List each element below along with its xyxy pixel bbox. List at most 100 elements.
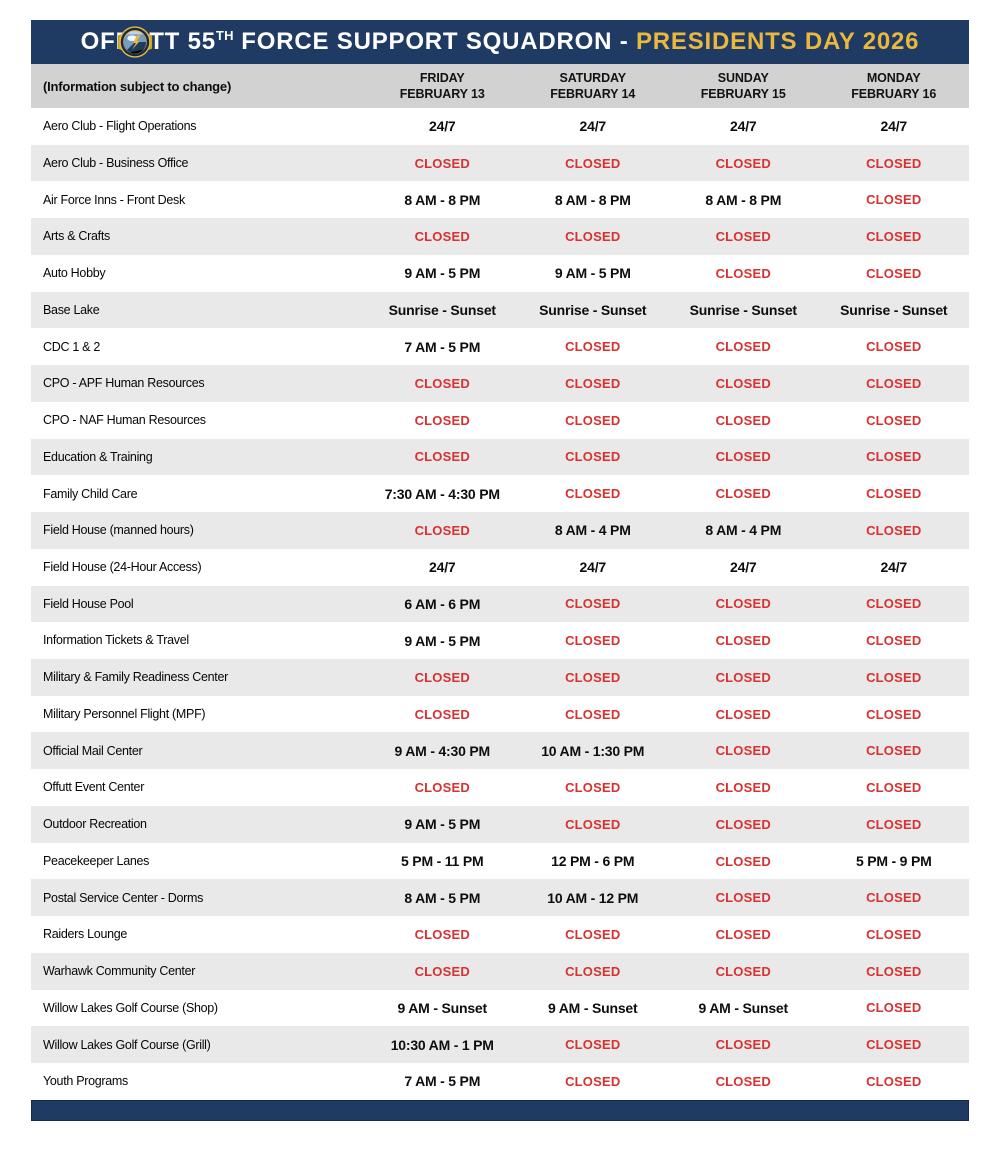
hours-cell: 9 AM - 5 PM	[554, 265, 631, 282]
table-row: Auto Hobby 9 AM - 5 PM 9 AM - 5 PM CLOSED CL…	[31, 254, 969, 292]
hours-cell-closed: CLOSED	[866, 192, 922, 208]
change-notice: (Information subject to change)	[43, 78, 232, 94]
facility-name: Offutt Event Center	[43, 780, 145, 795]
hours-cell-closed: CLOSED	[715, 412, 771, 428]
hours-cell: 8 AM - 4 PM	[554, 522, 631, 539]
hours-cell: 5 PM - 9 PM	[855, 853, 932, 870]
table-row: Postal Service Center - Dorms 8 AM - 5 PM…	[31, 879, 969, 917]
facility-name: Arts & Crafts	[43, 229, 110, 244]
hours-cell: 10 AM - 1:30 PM	[541, 742, 645, 759]
facility-name: Aero Club - Flight Operations	[43, 119, 197, 134]
hours-cell: Sunrise - Sunset	[689, 302, 797, 319]
hours-cell-closed: CLOSED	[866, 339, 922, 355]
hours-cell: 24/7	[579, 559, 607, 576]
hours-cell-closed: CLOSED	[565, 706, 621, 722]
hours-cell-closed: CLOSED	[866, 1037, 922, 1053]
table-row: Information Tickets & Travel 9 AM - 5 PM C…	[31, 622, 969, 660]
facility-name: CDC 1 & 2	[43, 339, 101, 354]
hours-cell-closed: CLOSED	[565, 412, 621, 428]
facility-name: Willow Lakes Golf Course (Grill)	[43, 1037, 211, 1052]
table-row: Base Lake Sunrise - Sunset Sunrise - Sunse…	[31, 291, 969, 329]
hours-cell-closed: CLOSED	[715, 229, 771, 245]
hours-cell-closed: CLOSED	[715, 449, 771, 465]
hours-cell: 9 AM - 5 PM	[404, 265, 481, 282]
hours-cell-closed: CLOSED	[866, 155, 922, 171]
title-superscript: TH	[215, 28, 234, 43]
table-row: Warhawk Community Center CLOSED CLOSED CLOS…	[31, 952, 969, 990]
hours-cell: 10 AM - 12 PM	[547, 889, 639, 906]
hours-cell-closed: CLOSED	[866, 596, 922, 612]
table-row: Willow Lakes Golf Course (Shop) 9 AM - Su…	[31, 989, 969, 1027]
hours-cell-closed: CLOSED	[715, 155, 771, 171]
hours-cell-closed: CLOSED	[715, 927, 771, 943]
table-row: Willow Lakes Golf Course (Grill) 10:30 AM…	[31, 1026, 969, 1064]
hours-cell-closed: CLOSED	[715, 633, 771, 649]
hours-cell-closed: CLOSED	[715, 890, 771, 906]
hours-cell: 7 AM - 5 PM	[404, 338, 481, 355]
hours-cell: 9 AM - 4:30 PM	[394, 742, 491, 759]
hours-cell-closed: CLOSED	[866, 522, 922, 538]
table-row: Official Mail Center 9 AM - 4:30 PM 10 AM …	[31, 732, 969, 770]
table-row: CPO - APF Human Resources CLOSED CLOSED CLO…	[31, 365, 969, 402]
table-row: Family Child Care 7:30 AM - 4:30 PM CLOSED…	[31, 475, 969, 513]
hours-cell-closed: CLOSED	[866, 633, 922, 649]
hours-cell-closed: CLOSED	[414, 522, 470, 538]
facility-name: Field House Pool	[43, 596, 134, 611]
facility-name: Warhawk Community Center	[43, 964, 196, 979]
hours-cell: 9 AM - Sunset	[397, 999, 488, 1016]
facility-name: Field House (24-Hour Access)	[43, 559, 202, 574]
table-row: Aero Club - Flight Operations 24/7 24/7 24/…	[31, 108, 969, 145]
hours-cell-closed: CLOSED	[715, 963, 771, 979]
facility-name: Information Tickets & Travel	[43, 633, 189, 648]
facility-name: Official Mail Center	[43, 743, 143, 758]
hours-cell: 12 PM - 6 PM	[551, 853, 635, 870]
hours-cell-closed: CLOSED	[565, 376, 621, 391]
hours-cell-closed: CLOSED	[866, 486, 922, 502]
hours-cell-closed: CLOSED	[715, 376, 771, 391]
hours-cell: 9 AM - Sunset	[548, 999, 638, 1016]
facility-name: Education & Training	[43, 449, 153, 464]
facility-name: CPO - NAF Human Resources	[43, 413, 206, 428]
day-label: FRIDAY	[419, 70, 465, 85]
day-label: MONDAY	[866, 70, 921, 85]
hours-cell: 24/7	[880, 559, 908, 576]
hours-cell-closed: CLOSED	[866, 743, 922, 759]
page-title: OFFUTT 55TH FORCE SUPPORT SQUADRON - PRE…	[81, 28, 920, 56]
hours-cell-closed: CLOSED	[866, 1000, 922, 1016]
hours-cell-closed: CLOSED	[565, 1037, 621, 1053]
hours-cell-closed: CLOSED	[414, 780, 470, 796]
hours-cell-closed: CLOSED	[414, 449, 470, 465]
table-row: Field House (24-Hour Access) 24/7 24/7 24/7…	[31, 548, 969, 586]
hours-cell-closed: CLOSED	[565, 927, 621, 943]
hours-cell-closed: CLOSED	[866, 265, 922, 281]
hours-cell: 10:30 AM - 1 PM	[390, 1036, 494, 1053]
hours-cell: 6 AM - 6 PM	[404, 595, 481, 612]
table-row: Offutt Event Center CLOSED CLOSED CLOSED CLO…	[31, 769, 969, 806]
hours-cell-closed: CLOSED	[565, 669, 621, 685]
table-row: CDC 1 & 2 7 AM - 5 PM CLOSED CLOSED CLOSED	[31, 328, 969, 366]
day-column-header: MONDAY FEBRUARY 16	[819, 70, 970, 103]
hours-cell-closed: CLOSED	[565, 155, 621, 171]
table-row: Air Force Inns - Front Desk 8 AM - 8 PM 8 …	[31, 181, 969, 219]
facility-name: Willow Lakes Golf Course (Shop)	[43, 1000, 218, 1015]
title-highlight: PRESIDENTS DAY 2026	[635, 28, 920, 55]
hours-cell-closed: CLOSED	[565, 229, 621, 245]
facility-name: Postal Service Center - Dorms	[43, 890, 204, 905]
facility-name: Outdoor Recreation	[43, 817, 147, 832]
day-column-header: SATURDAY FEBRUARY 14	[518, 70, 669, 103]
hours-cell-closed: CLOSED	[715, 780, 771, 796]
hours-cell: 24/7	[429, 118, 456, 135]
table-row: Military & Family Readiness Center CLOSED…	[31, 659, 969, 696]
hours-cell-closed: CLOSED	[866, 780, 922, 796]
hours-cell-closed: CLOSED	[866, 412, 922, 428]
hours-cell-closed: CLOSED	[414, 927, 470, 943]
title-middle: FORCE SUPPORT SQUADRON -	[233, 28, 636, 55]
facility-name: Field House (manned hours)	[43, 523, 194, 538]
hours-cell-closed: CLOSED	[715, 1037, 771, 1053]
facility-name: Military & Family Readiness Center	[43, 670, 228, 685]
hours-cell: 8 AM - 8 PM	[705, 191, 782, 208]
table-row: Field House Pool 6 AM - 6 PM CLOSED CLOSED C…	[31, 585, 969, 623]
facility-name: Auto Hobby	[43, 266, 106, 281]
hours-cell-closed: CLOSED	[565, 486, 621, 502]
hours-cell-closed: CLOSED	[715, 265, 771, 281]
